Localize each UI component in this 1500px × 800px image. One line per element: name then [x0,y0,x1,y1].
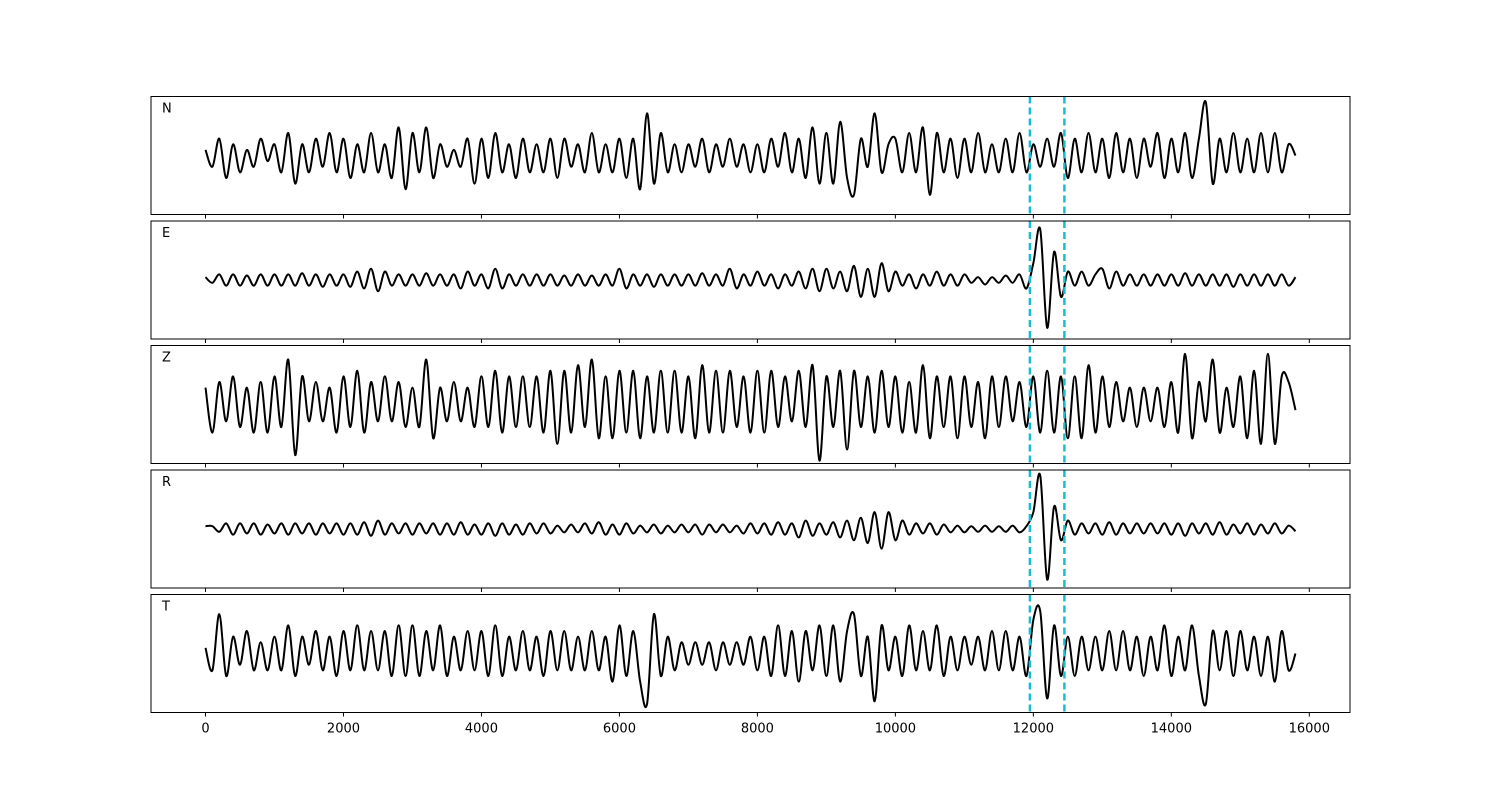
x-tick-label: 10000 [875,722,916,737]
panel-label: E [162,226,170,241]
trace [204,226,1297,329]
panel-frame [150,345,1351,464]
panel [204,594,1297,713]
panel [204,96,1297,215]
trace [205,472,1297,581]
x-tick-label: 8000 [741,722,774,737]
trace [204,100,1297,198]
panel [205,470,1297,588]
trace [204,604,1297,709]
panel [204,345,1297,464]
x-tick-label: 12000 [1013,722,1054,737]
x-tick-label: 16000 [1289,722,1330,737]
panel-label: N [162,102,172,117]
panel-frame [150,469,1351,589]
panel-frame [150,220,1351,340]
panel [204,221,1297,339]
panel-frame [150,96,1351,215]
x-tick-label: 14000 [1151,722,1192,737]
panel-label: R [162,475,171,490]
x-tick-label: 0 [201,722,209,737]
x-tick-label: 6000 [603,722,636,737]
x-tick-label: 4000 [465,722,498,737]
x-tick-label: 2000 [327,722,360,737]
panel-label: Z [162,351,171,366]
panel-frame [150,594,1351,713]
panel-label: T [161,600,170,615]
trace [204,352,1297,462]
